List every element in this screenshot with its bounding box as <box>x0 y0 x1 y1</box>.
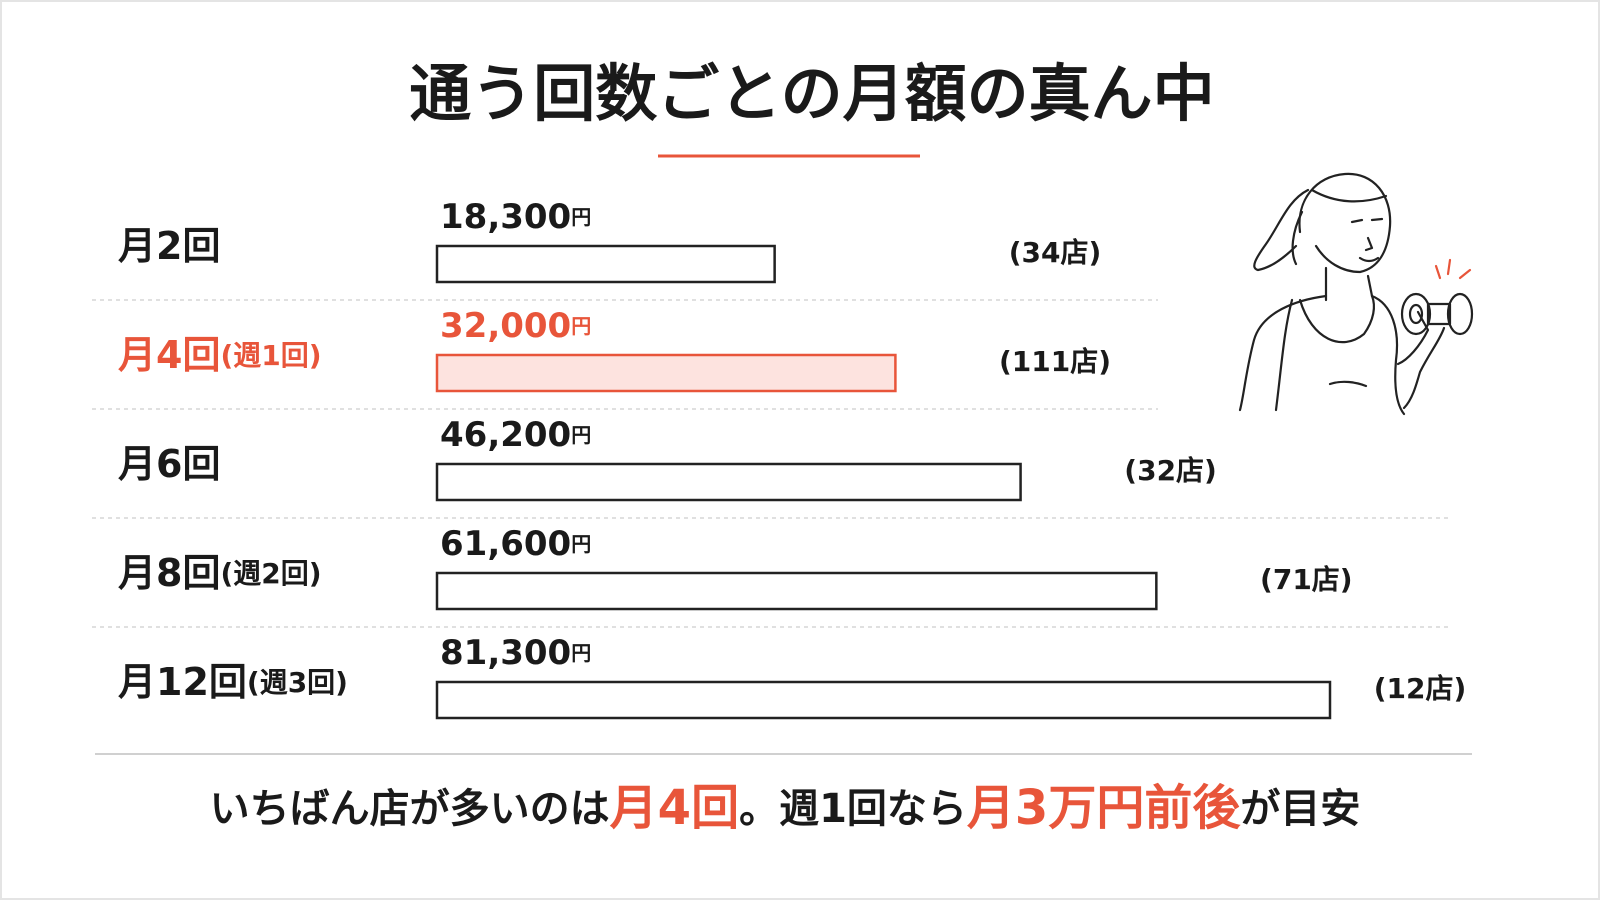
bar <box>435 462 1022 502</box>
footer-part: いちばん店が多いのは <box>210 786 610 832</box>
value-unit: 円 <box>571 423 591 447</box>
value-unit: 円 <box>571 314 591 338</box>
value-label: 61,600円 <box>440 524 591 564</box>
category-label: 月8回(週2回) <box>118 551 322 595</box>
chart-title: 通う回数ごとの月額の真ん中 <box>409 57 1214 130</box>
category-main: 月8回 <box>118 551 220 595</box>
footer-part: 月3万円前後 <box>967 780 1241 836</box>
illustration <box>1238 172 1474 416</box>
category-main: 月6回 <box>118 442 220 486</box>
category-label: 月2回 <box>118 224 220 268</box>
value-number: 81,300 <box>440 633 571 673</box>
category-note: (週3回) <box>247 666 348 699</box>
footer-part: が目安 <box>1240 786 1360 832</box>
store-label: (34店) <box>1009 236 1102 269</box>
value-unit: 円 <box>571 532 591 556</box>
category-note: (週1回) <box>220 339 321 372</box>
store-label: (32店) <box>1124 454 1217 487</box>
bar <box>435 680 1332 720</box>
category-main: 月2回 <box>118 224 220 268</box>
category-note: (週2回) <box>220 557 321 590</box>
category-label: 月12回(週3回) <box>118 660 348 704</box>
value-unit: 円 <box>571 641 591 665</box>
category-label: 月4回(週1回) <box>118 333 322 377</box>
category-main: 月12回 <box>118 660 247 704</box>
category-label: 月6回 <box>118 442 220 486</box>
store-label: (111店) <box>999 345 1111 378</box>
footer-part: 月4回 <box>610 780 739 836</box>
store-label: (71店) <box>1260 563 1353 596</box>
store-label: (12店) <box>1374 672 1467 705</box>
bar <box>435 353 897 393</box>
value-label: 81,300円 <box>440 633 591 673</box>
footer-text: いちばん店が多いのは月4回。週1回なら月3万円前後が目安 <box>210 780 1361 836</box>
value-number: 61,600 <box>440 524 571 564</box>
value-label: 18,300円 <box>440 197 591 237</box>
value-number: 46,200 <box>440 415 571 455</box>
value-label: 46,200円 <box>440 415 591 455</box>
footer-part: 。週1回なら <box>739 786 967 832</box>
value-number: 18,300 <box>440 197 571 237</box>
value-label: 32,000円 <box>440 306 591 346</box>
bar <box>435 244 776 284</box>
value-unit: 円 <box>571 205 591 229</box>
value-number: 32,000 <box>440 306 571 346</box>
bar <box>435 571 1158 611</box>
category-main: 月4回 <box>118 333 220 377</box>
